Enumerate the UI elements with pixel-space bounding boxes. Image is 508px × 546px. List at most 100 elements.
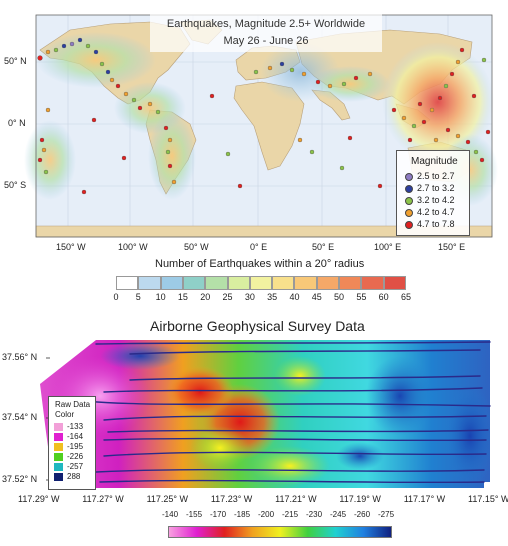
survey-lon-label: 117.23° W bbox=[210, 494, 253, 504]
survey-colorbar-tick: -200 bbox=[258, 510, 275, 519]
colorbar-title: Number of Earthquakes within a 20° radiu… bbox=[155, 258, 365, 270]
world-earthquake-map: Earthquakes, Magnitude 2.5+ Worldwide Ma… bbox=[4, 14, 498, 302]
lat-label-50n: 50° N bbox=[4, 56, 27, 66]
survey-lon-label: 117.17° W bbox=[403, 494, 446, 504]
legend-title: Magnitude bbox=[411, 156, 458, 167]
geophysical-survey-map: 37.56° N 37.54° N 37.52° N 117.29° W 117.… bbox=[0, 336, 508, 546]
raw-legend-label: -195 bbox=[67, 442, 84, 451]
survey-lat-3754: 37.54° N bbox=[2, 412, 38, 422]
flight-lines bbox=[51, 341, 491, 484]
raw-legend-swatch bbox=[54, 473, 63, 481]
colorbar-tick-label: 35 bbox=[267, 292, 278, 302]
colorbar-swatch bbox=[383, 276, 406, 290]
raw-legend-title2: Color bbox=[55, 410, 75, 419]
survey-colorbar-tick: -275 bbox=[378, 510, 395, 519]
earthquake-count-colorbar bbox=[116, 276, 406, 290]
colorbar-tick-label: 15 bbox=[177, 292, 188, 302]
map-title-line2: May 26 - June 26 bbox=[223, 35, 309, 47]
survey-raster bbox=[40, 340, 490, 488]
colorbar-tick-label: 30 bbox=[244, 292, 255, 302]
survey-colorbar-tick: -215 bbox=[282, 510, 299, 519]
legend-label: 4.7 to 7.8 bbox=[417, 219, 455, 229]
survey-lon-label: 117.25° W bbox=[146, 494, 189, 504]
legend-dot bbox=[405, 173, 413, 181]
lat-label-0n: 0° N bbox=[8, 118, 26, 128]
survey-colorbar-tick: -260 bbox=[354, 510, 371, 519]
raw-legend-label: -226 bbox=[67, 452, 84, 461]
legend-dot bbox=[405, 221, 413, 229]
raw-data-legend: Raw Data Color -133 -164 -195 -226 -257 288 bbox=[48, 396, 96, 490]
survey-colorbar-tick: -185 bbox=[234, 510, 251, 519]
raw-legend-swatch bbox=[54, 453, 63, 461]
colorbar-tick-label: 25 bbox=[222, 292, 233, 302]
colorbar-tick-label: 10 bbox=[155, 292, 166, 302]
raw-legend-swatch bbox=[54, 423, 63, 431]
survey-lon-label: 117.15° W bbox=[468, 494, 508, 504]
colorbar-swatch bbox=[116, 276, 139, 290]
earthquake-points bbox=[37, 37, 491, 195]
legend-label: 4.2 to 4.7 bbox=[417, 207, 455, 217]
map-title-box bbox=[150, 14, 382, 52]
legend-dot bbox=[405, 197, 413, 205]
legend-label: 2.7 to 3.2 bbox=[417, 183, 455, 193]
survey-colorbar-tick: -155 bbox=[186, 510, 203, 519]
survey-lat-3756: 37.56° N bbox=[2, 352, 38, 362]
lon-label-100e: 100° E bbox=[374, 242, 402, 252]
legend-dot bbox=[405, 185, 413, 193]
colorbar-swatch bbox=[249, 276, 273, 290]
colorbar-tick-label: 0 bbox=[113, 292, 119, 302]
raw-legend-label: 288 bbox=[67, 472, 81, 481]
survey-colorbar-tick: -245 bbox=[330, 510, 347, 519]
legend-label: 2.5 to 2.7 bbox=[417, 171, 455, 181]
colorbar-tick-label: 40 bbox=[289, 292, 300, 302]
lon-label-150e: 150° E bbox=[438, 242, 466, 252]
colorbar-swatch bbox=[227, 276, 250, 290]
colorbar-tick-label: 5 bbox=[135, 292, 141, 302]
colorbar-swatch bbox=[294, 276, 317, 290]
colorbar-tick-label: 60 bbox=[378, 292, 389, 302]
colorbar-tick-label: 45 bbox=[311, 292, 322, 302]
survey-lon-label: 117.21° W bbox=[275, 494, 317, 504]
colorbar-tick-label: 50 bbox=[334, 292, 345, 302]
lon-label-150w: 150° W bbox=[56, 242, 86, 252]
survey-lon-label: 117.27° W bbox=[82, 494, 124, 504]
survey-title: Airborne Geophysical Survey Data bbox=[150, 318, 365, 334]
raw-legend-label: -257 bbox=[67, 462, 84, 471]
colorbar-swatch bbox=[182, 276, 206, 290]
colorbar-tick-labels: 0 5 10 15 20 25 30 35 40 45 50 55 60 65 bbox=[0, 292, 508, 304]
colorbar-swatch bbox=[316, 276, 340, 290]
survey-colorbar-tick: -170 bbox=[210, 510, 227, 519]
survey-colorbar-tick: -140 bbox=[162, 510, 179, 519]
colorbar-tick-label: 55 bbox=[356, 292, 367, 302]
raw-legend-swatch bbox=[54, 463, 63, 471]
survey-lon-label: 117.19° W bbox=[339, 494, 381, 504]
raw-legend-swatch bbox=[54, 443, 63, 451]
colorbar-swatch bbox=[160, 276, 183, 290]
magnitude-legend: Magnitude 2.5 to 2.7 2.7 to 3.2 3.2 to 4.2… bbox=[396, 150, 470, 236]
legend-dot bbox=[405, 209, 413, 217]
lon-label-50w: 50° W bbox=[184, 242, 209, 252]
raw-legend-swatch bbox=[54, 433, 63, 441]
lat-label-50s: 50° S bbox=[4, 180, 27, 190]
survey-lon-label: 117.29° W bbox=[18, 494, 60, 504]
colorbar-swatch bbox=[361, 276, 384, 290]
survey-colorbar bbox=[168, 526, 392, 538]
raw-legend-label: -133 bbox=[67, 422, 84, 431]
colorbar-tick-label: 65 bbox=[400, 292, 411, 302]
lon-label-50e: 50° E bbox=[312, 242, 335, 252]
lon-label-100w: 100° W bbox=[118, 242, 148, 252]
survey-canvas bbox=[36, 336, 494, 496]
legend-label: 3.2 to 4.2 bbox=[417, 195, 455, 205]
survey-lon-labels: 117.29° W 117.27° W 117.25° W 117.23° W 117.… bbox=[0, 494, 508, 508]
lon-label-0e: 0° E bbox=[250, 242, 268, 252]
survey-colorbar-tick: -230 bbox=[306, 510, 323, 519]
colorbar-swatch bbox=[272, 276, 295, 290]
colorbar-swatch bbox=[339, 276, 362, 290]
colorbar-swatch bbox=[138, 276, 161, 290]
survey-lat-3752: 37.52° N bbox=[2, 474, 38, 484]
raw-legend-title1: Raw Data bbox=[55, 400, 91, 409]
map-title-line1: Earthquakes, Magnitude 2.5+ Worldwide bbox=[166, 18, 366, 30]
survey-colorbar-labels: -140 -155 -170 -185 -200 -215 -230 -245 -260 -275 bbox=[0, 510, 508, 522]
colorbar-swatch bbox=[205, 276, 228, 290]
raw-legend-label: -164 bbox=[67, 432, 84, 441]
